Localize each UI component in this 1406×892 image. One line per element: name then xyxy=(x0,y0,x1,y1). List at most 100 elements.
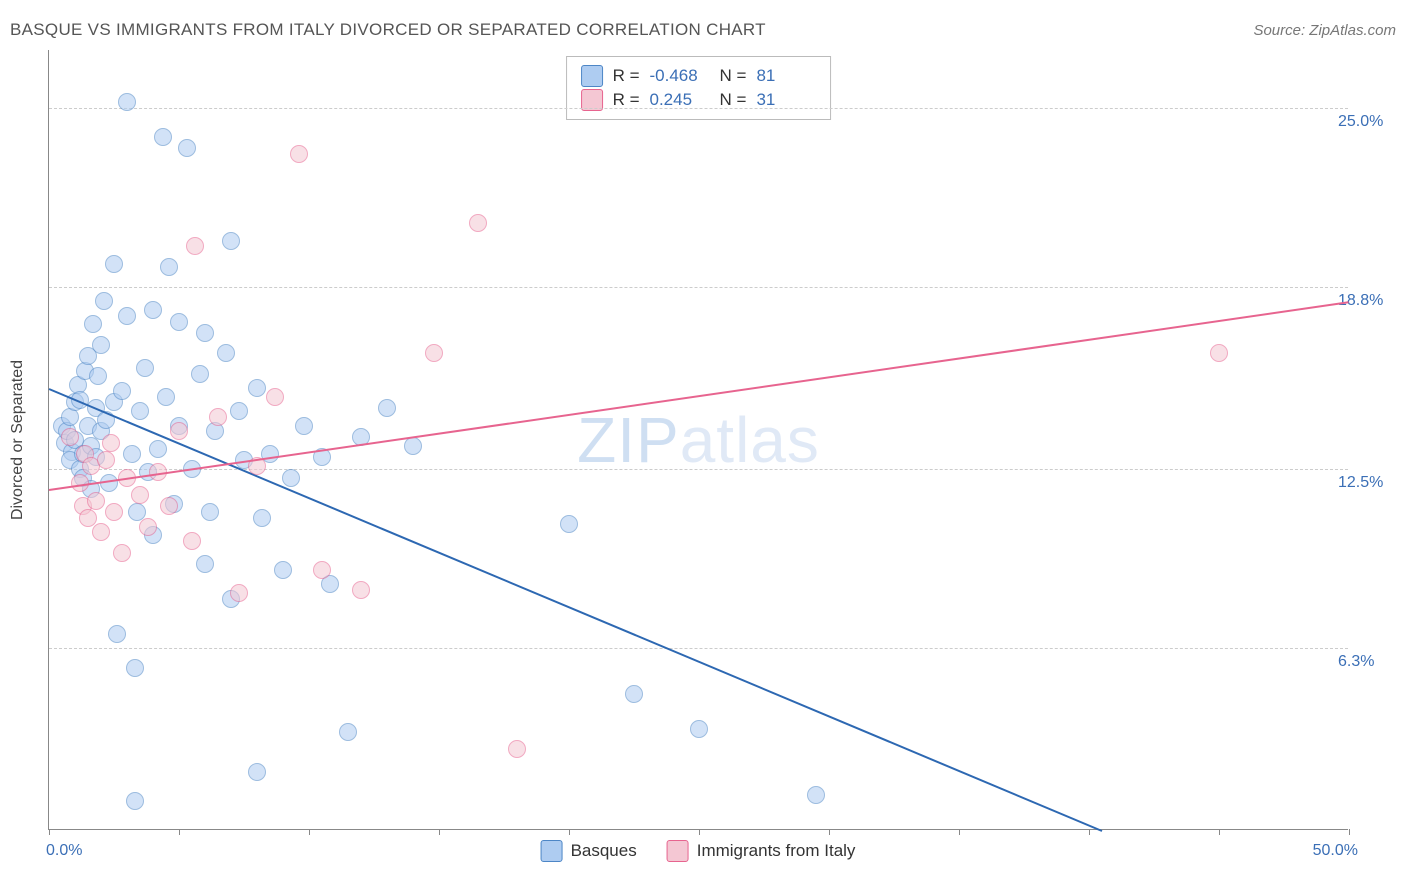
stat-n-value: 81 xyxy=(756,66,816,86)
scatter-point xyxy=(131,402,149,420)
scatter-point xyxy=(136,359,154,377)
legend: Basques Immigrants from Italy xyxy=(541,840,856,862)
x-tick xyxy=(829,829,830,835)
scatter-point xyxy=(102,434,120,452)
scatter-point xyxy=(425,344,443,362)
scatter-point xyxy=(118,93,136,111)
scatter-point xyxy=(87,492,105,510)
scatter-point xyxy=(105,503,123,521)
scatter-point xyxy=(170,313,188,331)
gridline xyxy=(49,287,1348,288)
legend-swatch xyxy=(541,840,563,862)
scatter-point xyxy=(92,523,110,541)
x-tick xyxy=(569,829,570,835)
scatter-point xyxy=(79,509,97,527)
x-tick xyxy=(439,829,440,835)
scatter-point xyxy=(352,581,370,599)
scatter-point xyxy=(144,301,162,319)
scatter-point xyxy=(1210,344,1228,362)
scatter-point xyxy=(139,518,157,536)
scatter-point xyxy=(97,451,115,469)
scatter-point xyxy=(560,515,578,533)
y-tick-label: 12.5% xyxy=(1338,474,1398,492)
scatter-point xyxy=(113,382,131,400)
scatter-point xyxy=(339,723,357,741)
x-tick xyxy=(959,829,960,835)
legend-label: Immigrants from Italy xyxy=(697,841,856,861)
scatter-point xyxy=(274,561,292,579)
gridline xyxy=(49,648,1348,649)
scatter-point xyxy=(100,474,118,492)
plot-wrap: Divorced or Separated ZIPatlas R =-0.468… xyxy=(48,50,1348,830)
scatter-point xyxy=(230,402,248,420)
x-axis-min-label: 0.0% xyxy=(46,842,82,860)
scatter-point xyxy=(295,417,313,435)
scatter-point xyxy=(222,232,240,250)
scatter-point xyxy=(282,469,300,487)
scatter-point xyxy=(186,237,204,255)
scatter-point xyxy=(807,786,825,804)
chart-header: BASQUE VS IMMIGRANTS FROM ITALY DIVORCED… xyxy=(10,20,1396,40)
scatter-point xyxy=(105,255,123,273)
y-tick-label: 6.3% xyxy=(1338,653,1398,671)
scatter-point xyxy=(209,408,227,426)
scatter-point xyxy=(84,315,102,333)
x-tick xyxy=(1349,829,1350,835)
scatter-point xyxy=(248,379,266,397)
legend-swatch xyxy=(667,840,689,862)
scatter-point xyxy=(126,792,144,810)
scatter-point xyxy=(201,503,219,521)
scatter-point xyxy=(217,344,235,362)
x-axis-max-label: 50.0% xyxy=(1313,842,1358,860)
scatter-point xyxy=(253,509,271,527)
scatter-point xyxy=(248,763,266,781)
scatter-point xyxy=(313,561,331,579)
scatter-point xyxy=(154,128,172,146)
scatter-point xyxy=(118,307,136,325)
trend-line xyxy=(49,388,1103,832)
scatter-point xyxy=(95,292,113,310)
x-tick xyxy=(1219,829,1220,835)
y-axis-title: Divorced or Separated xyxy=(9,360,27,520)
scatter-point xyxy=(92,336,110,354)
scatter-point xyxy=(508,740,526,758)
legend-label: Basques xyxy=(571,841,637,861)
scatter-point xyxy=(690,720,708,738)
x-tick xyxy=(179,829,180,835)
x-tick xyxy=(699,829,700,835)
plot-area: ZIPatlas R =-0.468N =81R =0.245N =31 6.3… xyxy=(48,50,1348,830)
scatter-point xyxy=(625,685,643,703)
x-tick xyxy=(1089,829,1090,835)
scatter-point xyxy=(290,145,308,163)
scatter-point xyxy=(178,139,196,157)
gridline xyxy=(49,108,1348,109)
scatter-point xyxy=(378,399,396,417)
watermark: ZIPatlas xyxy=(577,403,820,477)
x-tick xyxy=(49,829,50,835)
stat-n-label: N = xyxy=(720,66,747,86)
legend-item: Basques xyxy=(541,840,637,862)
scatter-point xyxy=(160,497,178,515)
chart-source: Source: ZipAtlas.com xyxy=(1253,22,1396,39)
stat-r-value: -0.468 xyxy=(650,66,710,86)
scatter-point xyxy=(170,422,188,440)
scatter-point xyxy=(149,440,167,458)
stat-row: R = -0.468 N = 81 xyxy=(581,65,817,87)
stat-box: R =-0.468N =81R =0.245N =31 xyxy=(566,56,832,120)
scatter-point xyxy=(157,388,175,406)
scatter-point xyxy=(131,486,149,504)
scatter-point xyxy=(61,428,79,446)
scatter-point xyxy=(160,258,178,276)
trend-line xyxy=(49,301,1349,491)
stat-r-label: R = xyxy=(613,66,640,86)
legend-item: Immigrants from Italy xyxy=(667,840,856,862)
legend-swatch xyxy=(581,65,603,87)
scatter-point xyxy=(266,388,284,406)
scatter-point xyxy=(126,659,144,677)
y-tick-label: 25.0% xyxy=(1338,113,1398,131)
chart-title: BASQUE VS IMMIGRANTS FROM ITALY DIVORCED… xyxy=(10,20,766,40)
scatter-point xyxy=(469,214,487,232)
scatter-point xyxy=(108,625,126,643)
scatter-point xyxy=(196,324,214,342)
scatter-point xyxy=(230,584,248,602)
